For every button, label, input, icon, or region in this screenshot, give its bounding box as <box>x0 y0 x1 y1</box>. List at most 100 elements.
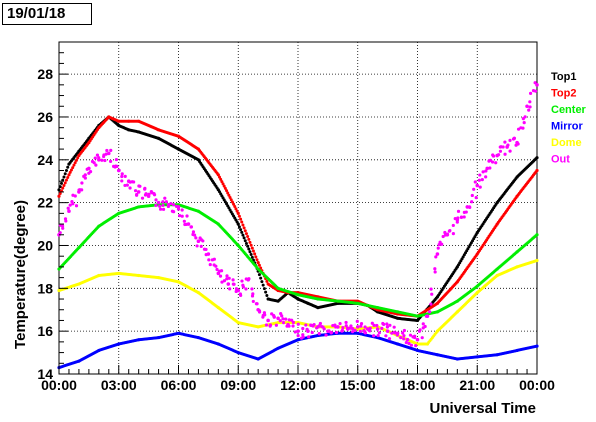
series-trace-point <box>194 236 198 240</box>
series-trace-point <box>158 204 162 208</box>
series-trace-point <box>473 180 477 184</box>
series-trace-point <box>61 186 65 190</box>
series-trace-point <box>250 287 254 291</box>
y-tick-label: 14 <box>37 366 53 382</box>
series-trace-point <box>336 325 340 329</box>
series-trace-point <box>329 331 333 335</box>
series-trace-point <box>281 321 286 325</box>
data-point <box>87 166 91 171</box>
series-trace-point <box>241 233 245 237</box>
series-trace-point <box>251 299 255 304</box>
series-trace-point <box>250 246 254 250</box>
series-trace-point <box>233 205 237 209</box>
series-trace-point <box>296 322 300 326</box>
series-trace-point <box>407 341 411 346</box>
series-trace-point <box>481 170 485 174</box>
series-trace-point <box>528 91 533 95</box>
series-trace-point <box>472 187 476 191</box>
series-trace-point <box>430 292 434 296</box>
series-trace-point <box>381 321 385 326</box>
series-trace-point <box>359 322 364 326</box>
series-trace-point <box>221 182 225 186</box>
series-trace-point <box>254 255 258 259</box>
series-trace-point <box>440 242 444 246</box>
data-point <box>535 156 539 160</box>
series-trace-point <box>222 279 227 283</box>
series-trace-point <box>125 183 129 187</box>
series-trace-point <box>64 219 68 223</box>
legend-entry-top2: Top2 <box>551 88 576 100</box>
series-trace-point <box>58 192 62 196</box>
series-trace-point <box>281 317 285 321</box>
series-trace-point <box>108 159 113 163</box>
series-trace-point <box>462 215 466 219</box>
legend-entry-top1: Top1 <box>551 71 576 83</box>
data-point <box>355 325 360 329</box>
series-trace-point <box>484 175 488 179</box>
series-trace-point <box>239 217 243 221</box>
series-trace-point <box>264 323 269 327</box>
series-trace-point <box>138 184 142 188</box>
series-trace-point <box>317 332 321 336</box>
series-trace-point <box>248 240 252 244</box>
x-tick-label: 21:00 <box>459 377 495 393</box>
series-trace-point <box>451 232 455 236</box>
data-point <box>276 316 280 321</box>
series-trace-point <box>280 314 284 318</box>
series-trace-point <box>265 279 269 283</box>
series-trace-point <box>71 202 75 206</box>
data-point <box>485 166 490 171</box>
series-trace-point <box>169 202 173 206</box>
series-trace-point <box>237 214 241 218</box>
series-trace-point <box>58 185 62 189</box>
series-trace-point <box>120 179 124 183</box>
series-trace-point <box>114 157 119 162</box>
series-trace-point <box>384 334 388 338</box>
y-tick-label: 26 <box>37 109 53 125</box>
series-trace-point <box>154 203 158 208</box>
series-trace-point <box>61 226 65 230</box>
series-trace-point <box>363 331 368 335</box>
data-point <box>475 183 480 188</box>
series-trace-point <box>147 192 151 196</box>
series-trace-point <box>312 322 316 327</box>
series-trace-point <box>242 226 246 230</box>
data-point <box>236 222 240 226</box>
series-trace-point <box>88 170 93 174</box>
series-trace-point <box>105 148 109 153</box>
series-trace-point <box>272 315 276 319</box>
series-trace-point <box>480 178 484 182</box>
data-point <box>535 168 539 173</box>
series-trace-point <box>128 186 132 190</box>
series-trace-point <box>76 156 80 160</box>
series-trace-point <box>102 154 106 159</box>
series-trace-point <box>262 287 266 291</box>
data-point <box>535 233 539 237</box>
x-tick-label: 09:00 <box>220 377 256 393</box>
series-trace-point <box>228 287 232 291</box>
series-trace-point <box>244 232 248 236</box>
data-point <box>176 205 181 209</box>
series-trace-point <box>247 277 251 281</box>
series-trace-point <box>521 126 525 130</box>
data-point <box>196 239 201 243</box>
series-trace-point <box>123 183 127 188</box>
data-point <box>375 327 380 331</box>
series-trace-point <box>293 330 297 334</box>
series-trace-point <box>237 225 241 229</box>
series-trace-point <box>248 250 252 254</box>
series-trace-point <box>402 337 406 341</box>
data-point <box>226 282 231 286</box>
series-trace-point <box>363 325 367 329</box>
x-tick-label: 00:00 <box>519 377 555 393</box>
series-trace-point <box>247 237 251 241</box>
series-trace-point <box>470 200 474 204</box>
series-trace-point <box>208 262 212 267</box>
series-trace-point <box>202 247 207 251</box>
series-trace-point <box>63 172 67 176</box>
series-trace-point <box>428 310 432 314</box>
series-trace-point <box>140 196 145 200</box>
legend-entry-center: Center <box>551 104 587 116</box>
series-trace-point <box>158 207 163 211</box>
series-trace-point <box>456 216 460 220</box>
